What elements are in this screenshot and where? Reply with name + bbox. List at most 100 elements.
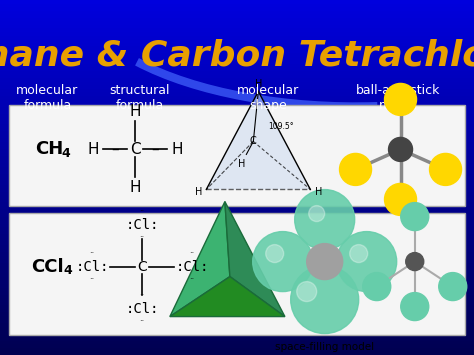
Circle shape bbox=[337, 231, 397, 291]
Bar bbox=[0, 309, 474, 312]
Bar bbox=[0, 199, 474, 202]
Bar bbox=[0, 124, 474, 128]
Bar bbox=[0, 259, 474, 263]
Bar bbox=[0, 217, 474, 220]
Bar bbox=[0, 39, 474, 43]
Text: ··: ·· bbox=[90, 249, 95, 258]
Bar bbox=[0, 192, 474, 195]
Circle shape bbox=[339, 153, 372, 185]
Circle shape bbox=[401, 293, 429, 321]
Bar bbox=[0, 202, 474, 206]
Text: ··: ·· bbox=[190, 249, 195, 258]
Bar bbox=[0, 53, 474, 57]
Bar bbox=[0, 149, 474, 153]
Bar bbox=[0, 270, 474, 273]
Circle shape bbox=[429, 153, 462, 185]
Bar bbox=[0, 167, 474, 170]
Text: molecular
formula: molecular formula bbox=[16, 84, 79, 111]
Bar bbox=[0, 337, 474, 341]
Circle shape bbox=[439, 273, 467, 301]
Bar bbox=[0, 57, 474, 60]
Bar bbox=[0, 153, 474, 156]
Bar bbox=[0, 351, 474, 355]
Bar bbox=[0, 334, 474, 337]
Bar bbox=[0, 252, 474, 256]
Circle shape bbox=[266, 245, 284, 263]
Bar bbox=[0, 138, 474, 142]
Text: ··: ·· bbox=[190, 275, 195, 284]
Text: H: H bbox=[129, 180, 141, 195]
Bar bbox=[0, 273, 474, 277]
Circle shape bbox=[384, 83, 417, 115]
Bar bbox=[0, 21, 474, 25]
Circle shape bbox=[350, 245, 368, 263]
Circle shape bbox=[406, 252, 424, 271]
Circle shape bbox=[253, 231, 313, 291]
Bar bbox=[0, 135, 474, 138]
Bar bbox=[0, 96, 474, 99]
Polygon shape bbox=[170, 277, 285, 317]
Circle shape bbox=[291, 266, 359, 334]
Bar bbox=[0, 28, 474, 32]
Bar bbox=[0, 64, 474, 67]
Text: H: H bbox=[171, 142, 183, 157]
Bar bbox=[0, 32, 474, 36]
Polygon shape bbox=[170, 202, 230, 317]
Bar bbox=[0, 195, 474, 199]
Bar bbox=[0, 131, 474, 135]
Text: H: H bbox=[129, 104, 141, 119]
Bar bbox=[0, 117, 474, 121]
Bar bbox=[0, 78, 474, 82]
Bar bbox=[0, 241, 474, 245]
Text: :Cl:: :Cl: bbox=[75, 260, 109, 274]
Circle shape bbox=[401, 203, 429, 231]
Bar bbox=[0, 103, 474, 106]
Bar bbox=[0, 344, 474, 348]
Bar bbox=[0, 18, 474, 21]
Bar bbox=[0, 106, 474, 110]
Bar bbox=[0, 263, 474, 266]
Bar bbox=[0, 178, 474, 181]
Bar bbox=[0, 36, 474, 39]
Bar bbox=[0, 4, 474, 7]
Text: CH: CH bbox=[36, 141, 64, 158]
Bar bbox=[0, 71, 474, 75]
Bar bbox=[0, 67, 474, 71]
Bar bbox=[0, 7, 474, 11]
Bar bbox=[0, 188, 474, 192]
Bar bbox=[0, 231, 474, 234]
Bar bbox=[0, 305, 474, 309]
Text: C: C bbox=[130, 142, 140, 157]
Bar bbox=[0, 327, 474, 330]
Text: H: H bbox=[255, 80, 262, 89]
Bar bbox=[0, 316, 474, 320]
Bar bbox=[0, 163, 474, 167]
Bar bbox=[0, 234, 474, 238]
Bar bbox=[0, 206, 474, 209]
Circle shape bbox=[384, 184, 417, 215]
Circle shape bbox=[307, 244, 343, 280]
Text: ball-and-stick
model: ball-and-stick model bbox=[356, 84, 440, 111]
Bar bbox=[0, 280, 474, 284]
Text: 4: 4 bbox=[64, 264, 73, 277]
Text: ··: ·· bbox=[90, 275, 95, 284]
Text: :Cl:: :Cl: bbox=[126, 302, 159, 316]
Bar bbox=[0, 277, 474, 280]
Circle shape bbox=[389, 137, 412, 162]
Bar bbox=[0, 121, 474, 124]
Text: 4: 4 bbox=[62, 147, 70, 160]
Bar bbox=[0, 89, 474, 92]
Bar bbox=[0, 320, 474, 323]
Text: ··: ·· bbox=[139, 207, 145, 216]
Circle shape bbox=[363, 273, 391, 301]
Polygon shape bbox=[206, 92, 310, 190]
Bar bbox=[0, 110, 474, 114]
Text: ··: ·· bbox=[139, 291, 145, 300]
Text: –: – bbox=[111, 142, 119, 157]
Bar bbox=[0, 128, 474, 131]
Bar bbox=[0, 43, 474, 46]
Bar bbox=[0, 302, 474, 305]
Bar bbox=[0, 11, 474, 14]
Bar bbox=[0, 323, 474, 327]
Text: ··: ·· bbox=[139, 233, 145, 242]
